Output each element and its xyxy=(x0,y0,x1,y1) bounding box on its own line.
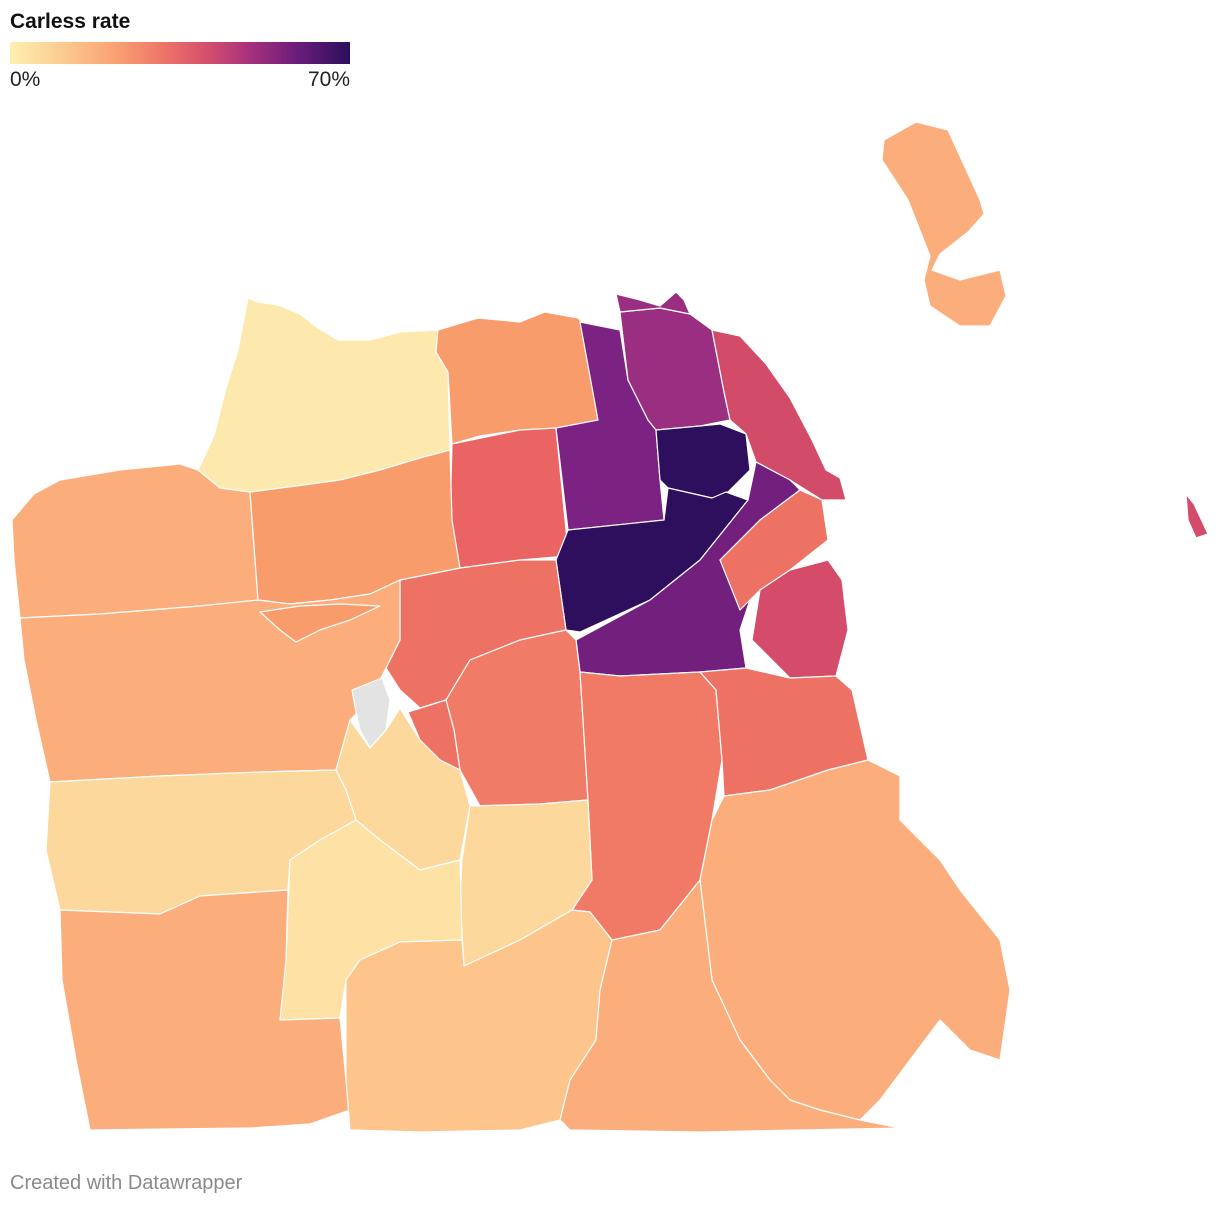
legend-max-label: 70% xyxy=(307,68,350,91)
region-chinatown[interactable] xyxy=(655,423,751,499)
legend-min-label: 0% xyxy=(10,68,41,91)
region-excelsior[interactable] xyxy=(559,879,901,1133)
legend-title: Carless rate xyxy=(10,10,131,33)
region-pier-strips xyxy=(615,291,691,315)
footer-credit: Created with Datawrapper xyxy=(10,1172,243,1194)
legend-color-scale xyxy=(10,42,350,64)
region-south-of-market[interactable] xyxy=(575,461,801,677)
region-financial-district[interactable] xyxy=(711,329,847,501)
region-pacific-heights[interactable] xyxy=(449,427,569,569)
region-alcatraz[interactable] xyxy=(1185,493,1209,539)
choropleth-map xyxy=(11,121,1209,1133)
region-treasure-island[interactable] xyxy=(881,121,1007,327)
legend: Carless rate 0% 70% xyxy=(10,10,350,91)
legend-labels: 0% 70% xyxy=(10,64,350,91)
region-golden-gate-park xyxy=(259,603,381,643)
